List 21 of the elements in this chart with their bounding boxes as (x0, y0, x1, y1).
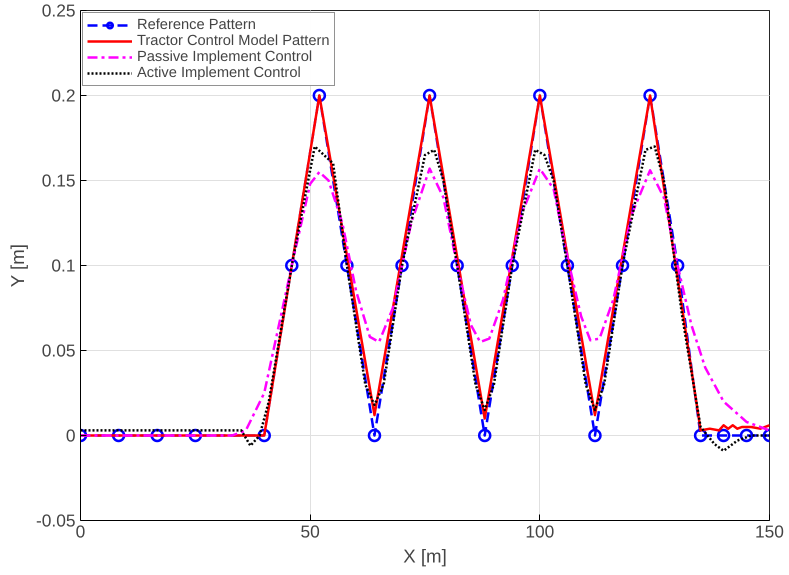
y-tick-label: 0.2 (51, 86, 76, 106)
legend-label: Tractor Control Model Pattern (137, 33, 330, 49)
point (740, 428, 754, 442)
y-tick-label: 0.25 (42, 0, 76, 20)
legend-label: Active Implement Control (137, 65, 301, 81)
point (716, 428, 730, 442)
y-tick-label: 0.1 (51, 256, 76, 276)
legend-label: Reference Pattern (137, 17, 256, 33)
y-axis-title: Y [m] (7, 244, 28, 288)
y-tick-label: -0.05 (36, 510, 76, 530)
legend-label: Passive Implement Control (137, 49, 312, 65)
point (588, 428, 602, 442)
x-tick-label: 100 (525, 522, 554, 542)
y-tick-label: 0.15 (42, 170, 76, 190)
point (368, 428, 382, 442)
point (478, 428, 492, 442)
y-tick-label: 0 (66, 426, 76, 446)
x-tick-label: 50 (300, 522, 320, 542)
y-tick-label: 0.05 (42, 340, 76, 360)
x-axis-title: X [m] (403, 546, 447, 566)
x-tick-label: 150 (755, 522, 784, 542)
